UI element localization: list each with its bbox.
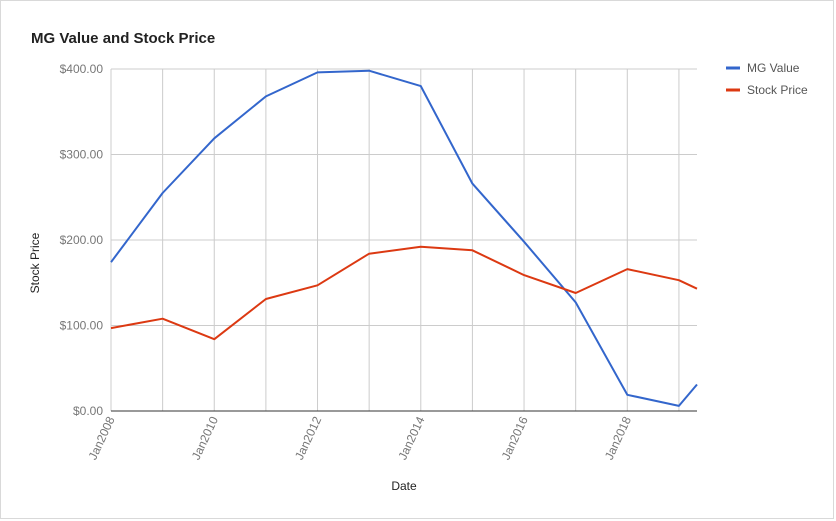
series-line-mg-value [110,69,698,407]
x-tick-label: Jan2012 [292,414,324,462]
chart-title: MG Value and Stock Price [31,30,215,47]
x-tick-label: Jan2016 [499,414,531,462]
legend: MG Value Stock Price [726,61,808,97]
legend-label: Stock Price [747,83,808,97]
y-tick-label: $100.00 [60,319,104,333]
x-axis-ticks: Jan2008 Jan2010 Jan2012 Jan2014 Jan2016 Jan20… [86,414,635,462]
series-lines [110,69,698,407]
y-axis-label: Stock Price [28,232,42,293]
y-tick-label: $300.00 [60,148,104,162]
x-tick-label: Jan2010 [189,414,221,462]
x-tick-label: Jan2018 [602,414,634,462]
y-axis-ticks: $0.00 $100.00 $200.00 $300.00 $400.00 [60,62,104,418]
y-tick-label: $400.00 [60,62,104,76]
horizontal-gridlines [111,68,697,412]
x-axis-label: Date [391,479,417,493]
x-tick-label: Jan2008 [86,414,118,462]
legend-label: MG Value [747,61,800,75]
series-line-stock-price [110,245,698,341]
x-tick-label: Jan2014 [395,414,427,462]
y-tick-label: $200.00 [60,233,104,247]
y-tick-label: $0.00 [73,404,103,418]
